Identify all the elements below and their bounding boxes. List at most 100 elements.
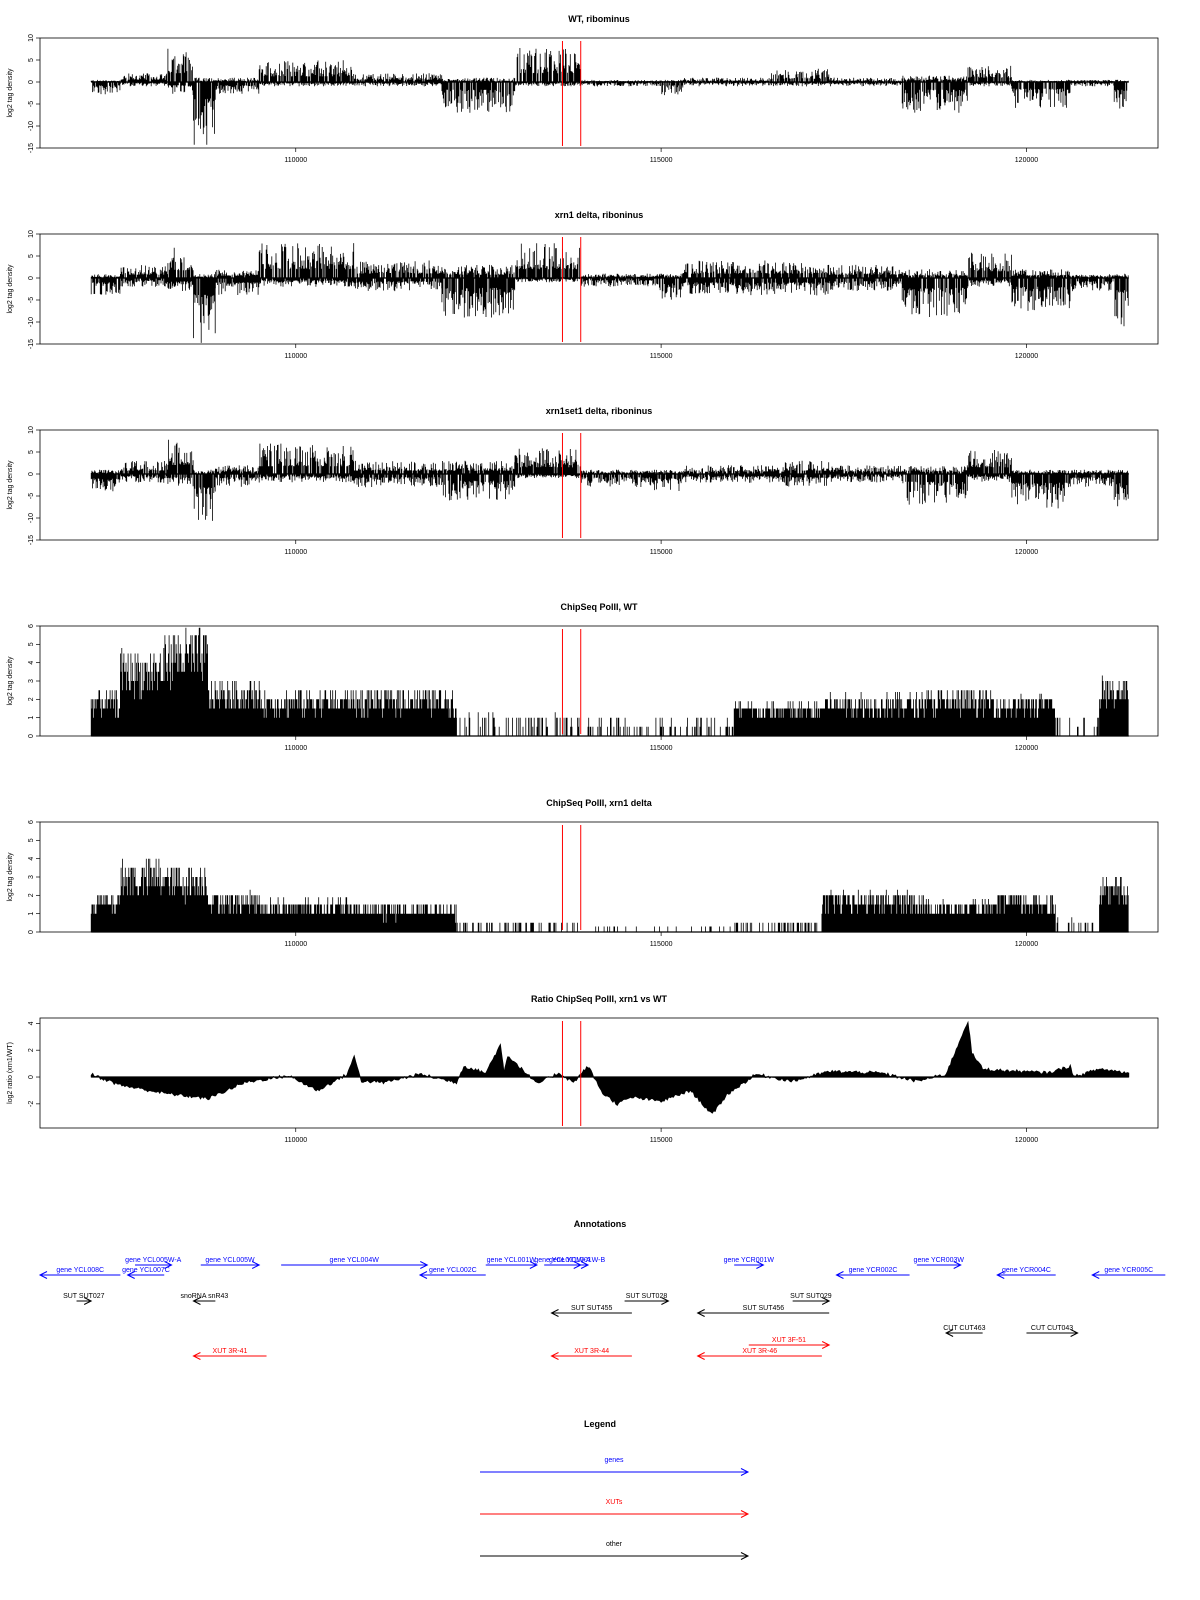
feature-arrowhead [529,1261,539,1269]
feature-arrowhead [821,1297,831,1305]
x-tick-label: 110000 [284,549,307,556]
legend-label: other [606,1541,623,1548]
legend-label: XUTs [606,1499,623,1506]
signal-series [90,48,1129,145]
plot-frame [39,37,1159,149]
y-tick-label: -15 [28,339,35,349]
y-axis-label: log2 tag density [7,460,14,510]
chart-title: Ratio ChipSeq PolII, xrn1 vs WT [531,994,668,1004]
feature-label: gene YCR002C [849,1267,898,1274]
chart-title: WT, ribominus [568,14,630,24]
x-tick-label: 110000 [284,353,307,360]
y-tick-label: 0 [28,80,35,84]
feature-label: gene YCL001W-A [534,1257,590,1264]
chart-title: ChipSeq PolII, xrn1 delta [546,798,653,808]
x-tick-label: 110000 [284,745,307,752]
feature-label: gene YCR003W [914,1257,965,1264]
y-tick-label: 0 [28,1075,35,1079]
feature-label: gene YCL008C [56,1267,104,1274]
feature-arrowhead [38,1271,48,1279]
feature-arrowhead [164,1261,173,1269]
signal-bars [90,627,1129,736]
y-tick-label: -10 [28,121,35,131]
annotation-feature: SUT SUT456 [696,1305,830,1317]
feature-label: snoRNA snR43 [180,1293,228,1300]
y-tick-label: 10 [28,230,35,238]
annotation-feature: gene YCL004W [281,1257,429,1269]
annotation-feature: SUT SUT455 [550,1305,632,1317]
feature-arrowhead [944,1329,954,1337]
feature-label: gene YCR004C [1002,1267,1051,1274]
annotation-feature: gene YCL008C [38,1267,121,1279]
y-axis-label: log2 tag density [7,852,14,902]
feature-label: XUT 3R-41 [213,1348,248,1355]
feature-arrowhead [835,1271,844,1279]
feature-label: SUT SUT028 [626,1293,668,1300]
feature-arrowhead [821,1341,831,1349]
chart-title: xrn1set1 delta, riboninus [546,406,653,416]
x-tick-label: 110000 [284,157,307,164]
signal-series [90,1020,1130,1114]
legend-label: genes [604,1457,624,1464]
y-tick-label: 0 [28,930,35,934]
y-tick-label: 3 [28,875,35,879]
annotation-feature: gene YCR005C [1091,1267,1166,1279]
x-tick-label: 115000 [650,1137,673,1144]
annotation-feature: XUT 3R-46 [696,1348,822,1360]
y-tick-label: 0 [28,734,35,738]
feature-label: gene YCL007C [122,1267,170,1274]
y-tick-label: 0 [28,276,35,280]
legend-arrowhead [740,1552,750,1560]
y-tick-label: 4 [28,1021,35,1025]
x-tick-label: 115000 [650,353,673,360]
ratio-area [90,1020,1130,1114]
annotation-feature: SUT SUT027 [63,1293,105,1305]
legend-arrowhead [740,1468,750,1476]
annotation-feature: CUT CUT463 [943,1325,986,1337]
signal-bars [90,243,1129,343]
y-tick-label: 1 [28,716,35,720]
feature-arrowhead [1070,1329,1079,1337]
feature-label: gene YCR005C [1104,1267,1153,1274]
x-tick-label: 115000 [650,549,673,556]
feature-label: gene YCL001W-B [549,1257,605,1264]
legend-entry: genes [480,1457,750,1476]
y-tick-label: 6 [28,820,35,824]
y-tick-label: 0 [28,472,35,476]
chart-panel: xrn1 delta, riboninus log2 tag density 10 5… [7,210,1159,360]
y-tick-label: 1 [28,912,35,916]
signal-series [90,858,1129,933]
x-tick-label: 120000 [1015,549,1038,556]
feature-label: CUT CUT043 [1031,1325,1073,1332]
y-axis-label: log2 tag density [7,68,14,118]
y-tick-label: 4 [28,661,35,665]
feature-arrowhead [756,1261,765,1269]
chart-panel: ChipSeq PolII, xrn1 delta log2 tag densit… [7,798,1159,948]
feature-arrowhead [953,1261,962,1269]
x-tick-label: 115000 [650,157,673,164]
y-tick-label: 6 [28,624,35,628]
feature-arrowhead [696,1352,705,1360]
signal-bars [90,48,1129,145]
x-tick-label: 110000 [284,1137,307,1144]
chart-panel: WT, ribominus log2 tag density 10 5 0 -5 -10 -1… [7,14,1159,164]
y-tick-label: 2 [28,1048,35,1052]
feature-label: XUT 3R-46 [742,1348,777,1355]
annotation-feature: SUT SUT028 [624,1293,670,1305]
chart-panel: xrn1set1 delta, riboninus log2 tag densit… [7,406,1159,556]
feature-arrowhead [580,1261,590,1269]
legend-entry: XUTs [480,1499,750,1518]
feature-label: gene YCL004W [330,1257,380,1264]
x-tick-label: 120000 [1015,353,1038,360]
annotation-feature: gene YCR001W [724,1257,774,1269]
annotation-feature: CUT CUT043 [1026,1325,1079,1337]
feature-arrowhead [550,1309,559,1317]
x-tick-label: 120000 [1015,1137,1038,1144]
y-axis-label: log2 tag density [7,656,14,706]
feature-arrowhead [418,1271,428,1279]
annotation-feature: gene YCR002C [835,1267,910,1279]
feature-arrowhead [420,1261,429,1269]
legend-arrowhead [740,1510,750,1518]
x-tick-label: 120000 [1015,745,1038,752]
